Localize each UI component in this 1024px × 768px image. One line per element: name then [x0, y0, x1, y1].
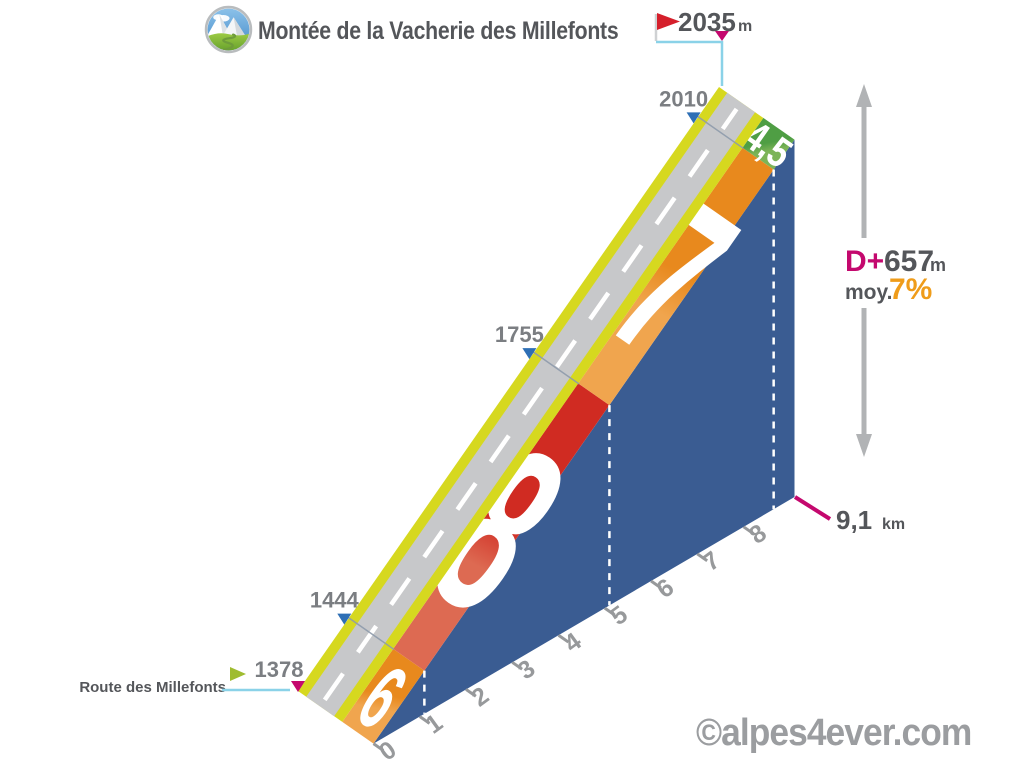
summit-pointer-icon [715, 31, 729, 41]
elevation-marker-label: 1755 [495, 322, 544, 347]
km-label: 2 [466, 682, 494, 713]
gain-label: D+ [845, 245, 884, 278]
km-tick [557, 633, 570, 644]
stats-group: D+ 657 m moy. 7% [845, 245, 946, 306]
elevation-pointer-icon [522, 348, 537, 360]
km-tick [603, 606, 616, 617]
length-value: 9,1 [836, 505, 872, 535]
summit-flag-group: 2035 m [654, 7, 752, 86]
start-flag-icon [230, 667, 246, 681]
start-elevation-label: 1378 [255, 657, 304, 682]
km-label: 4 [559, 627, 587, 658]
gradient-segment [578, 147, 774, 406]
km-label: 3 [513, 654, 541, 685]
mountain-logo-icon [204, 5, 253, 54]
section-line [532, 351, 580, 385]
summit-leader-line [656, 40, 724, 86]
length-unit: km [882, 516, 905, 533]
km-label: 0 [374, 736, 402, 767]
km-label: 5 [605, 600, 633, 631]
arrow-down-icon [856, 434, 872, 457]
page-title: Montée de la Vacherie des Millefonts [258, 17, 619, 45]
section-line [696, 115, 744, 149]
start-marker-group: Route des Millefonts 1378 [79, 657, 305, 696]
length-leader-line [793, 495, 832, 521]
km-label: 7 [698, 546, 726, 577]
km-tick [511, 661, 523, 671]
km-tick [696, 552, 709, 563]
gain-arrow-group [836, 84, 986, 457]
gradient-segment [342, 648, 425, 744]
start-pointer-icon [291, 681, 305, 692]
section-line [347, 616, 395, 651]
arrow-up-icon [856, 84, 872, 107]
elevation-pointer-icon [686, 112, 701, 124]
km-label: 1 [420, 709, 448, 740]
km-tick [650, 579, 662, 590]
summit-elevation-unit: m [738, 18, 752, 35]
stats-backplate [836, 238, 986, 308]
elevation-pointer-icon [337, 613, 352, 625]
elevation-marker-label: 2010 [659, 86, 708, 111]
gradient-segment [393, 383, 610, 671]
start-road-label: Route des Millefonts [79, 679, 226, 696]
km-tick [418, 715, 431, 725]
elevation-marker-label: 1444 [310, 588, 360, 613]
gradient-segment [742, 117, 795, 170]
km-tick [372, 742, 385, 752]
avg-label: moy. [845, 281, 892, 304]
length-label-group: 9,1 km [793, 495, 905, 535]
gain-unit: m [930, 255, 946, 275]
avg-value: 7% [889, 273, 932, 306]
km-tick [465, 688, 477, 698]
gain-value: 657 [884, 245, 934, 278]
km-label: 6 [652, 573, 680, 604]
summit-flag-icon [657, 13, 680, 30]
km-label: 8 [744, 519, 772, 550]
watermark: ©alpes4ever.com [696, 712, 972, 754]
km-tick [742, 525, 755, 535]
road-center-line [322, 107, 739, 702]
